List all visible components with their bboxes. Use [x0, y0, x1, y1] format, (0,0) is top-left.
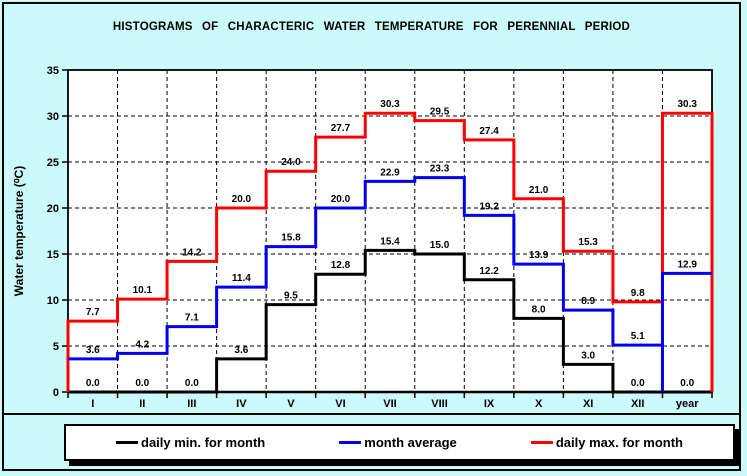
- data-label-avg: 19.2: [479, 201, 499, 212]
- x-category-label: XI: [583, 398, 593, 410]
- data-label-max: 14.2: [182, 247, 202, 258]
- x-category-label: IX: [484, 398, 495, 410]
- x-category-label: II: [139, 398, 145, 410]
- data-label-max: 27.7: [331, 123, 351, 134]
- daily-max-line-swatch: [530, 440, 553, 445]
- data-label-avg: 22.9: [380, 167, 400, 178]
- x-category-label: V: [287, 398, 295, 410]
- data-label-max: 15.3: [578, 237, 598, 248]
- y-tick-label: 25: [47, 157, 59, 169]
- data-label-avg: 4.2: [135, 339, 149, 350]
- x-category-label: VII: [383, 398, 396, 410]
- x-category-label: VI: [335, 398, 345, 410]
- data-label-max: 30.3: [677, 99, 697, 110]
- x-category-label: IV: [236, 398, 247, 410]
- data-label-min: 9.5: [284, 291, 298, 302]
- data-label-max: 30.3: [380, 99, 400, 110]
- data-label-min: 0.0: [86, 378, 100, 389]
- data-label-avg: 15.8: [281, 233, 301, 244]
- data-label-max: 20.0: [232, 194, 252, 205]
- legend-box: daily min. for month month average daily…: [64, 424, 735, 461]
- legend-label-month-average: month average: [364, 435, 457, 450]
- data-label-avg: 20.0: [331, 194, 351, 205]
- y-tick-label: 10: [47, 295, 59, 307]
- data-label-avg: 5.1: [631, 331, 645, 342]
- y-tick-label: 30: [47, 111, 59, 123]
- chart-title: HISTOGRAMS OF CHARACTERIC WATER TEMPERAT…: [112, 21, 631, 33]
- data-label-avg: 8.9: [581, 296, 595, 307]
- y-tick-label: 15: [47, 249, 59, 261]
- data-label-avg: 11.4: [232, 273, 251, 284]
- data-label-avg: 12.9: [677, 259, 697, 270]
- legend-item-daily-max: daily max. for month: [530, 435, 683, 450]
- data-label-min: 15.0: [430, 240, 450, 251]
- month-average-line-swatch: [339, 440, 362, 445]
- y-tick-label: 5: [53, 341, 59, 353]
- data-label-max: 27.4: [479, 126, 499, 137]
- data-label-min: 3.0: [581, 350, 595, 361]
- data-label-min: 12.8: [331, 260, 351, 271]
- data-label-min: 0.0: [680, 378, 694, 389]
- x-category-label: III: [187, 398, 196, 410]
- x-category-label: year: [676, 398, 699, 410]
- x-category-label: X: [535, 398, 543, 410]
- y-tick-label: 0: [53, 387, 59, 399]
- data-label-avg: 13.9: [529, 250, 549, 261]
- data-label-min: 15.4: [380, 236, 400, 247]
- x-category-label: XII: [631, 398, 644, 410]
- series-path-max: [66, 111, 714, 392]
- legend-item-daily-min: daily min. for month: [116, 435, 265, 450]
- data-label-min: 8.0: [532, 304, 546, 315]
- series-path-min: [68, 248, 712, 394]
- x-category-label: VIII: [431, 398, 448, 410]
- data-label-max: 29.5: [430, 107, 450, 118]
- y-tick-label: 35: [47, 65, 59, 77]
- chart-panel-divider: [4, 413, 739, 415]
- data-label-max: 7.7: [86, 307, 100, 318]
- data-label-avg: 7.1: [185, 313, 199, 324]
- y-tick-label: 20: [47, 203, 59, 215]
- data-label-max: 9.8: [631, 288, 645, 299]
- legend-item-month-average: month average: [339, 435, 457, 450]
- data-label-min: 12.2: [479, 266, 499, 277]
- data-label-avg: 3.6: [86, 345, 100, 356]
- data-label-min: 0.0: [185, 378, 199, 389]
- data-label-max: 10.1: [133, 285, 153, 296]
- daily-min-line-swatch: [116, 440, 138, 445]
- plot-background: [68, 70, 712, 392]
- legend-label-daily-min: daily min. for month: [141, 435, 266, 450]
- data-label-avg: 23.3: [430, 164, 450, 175]
- data-label-max: 24.0: [281, 157, 301, 168]
- data-label-max: 21.0: [529, 185, 549, 196]
- series-path-avg: [68, 176, 712, 392]
- legend-label-daily-max: daily max. for month: [555, 435, 683, 450]
- x-category-label: I: [91, 398, 94, 410]
- data-label-min: 0.0: [135, 378, 149, 389]
- data-label-min: 0.0: [631, 378, 645, 389]
- data-label-min: 3.6: [234, 345, 248, 356]
